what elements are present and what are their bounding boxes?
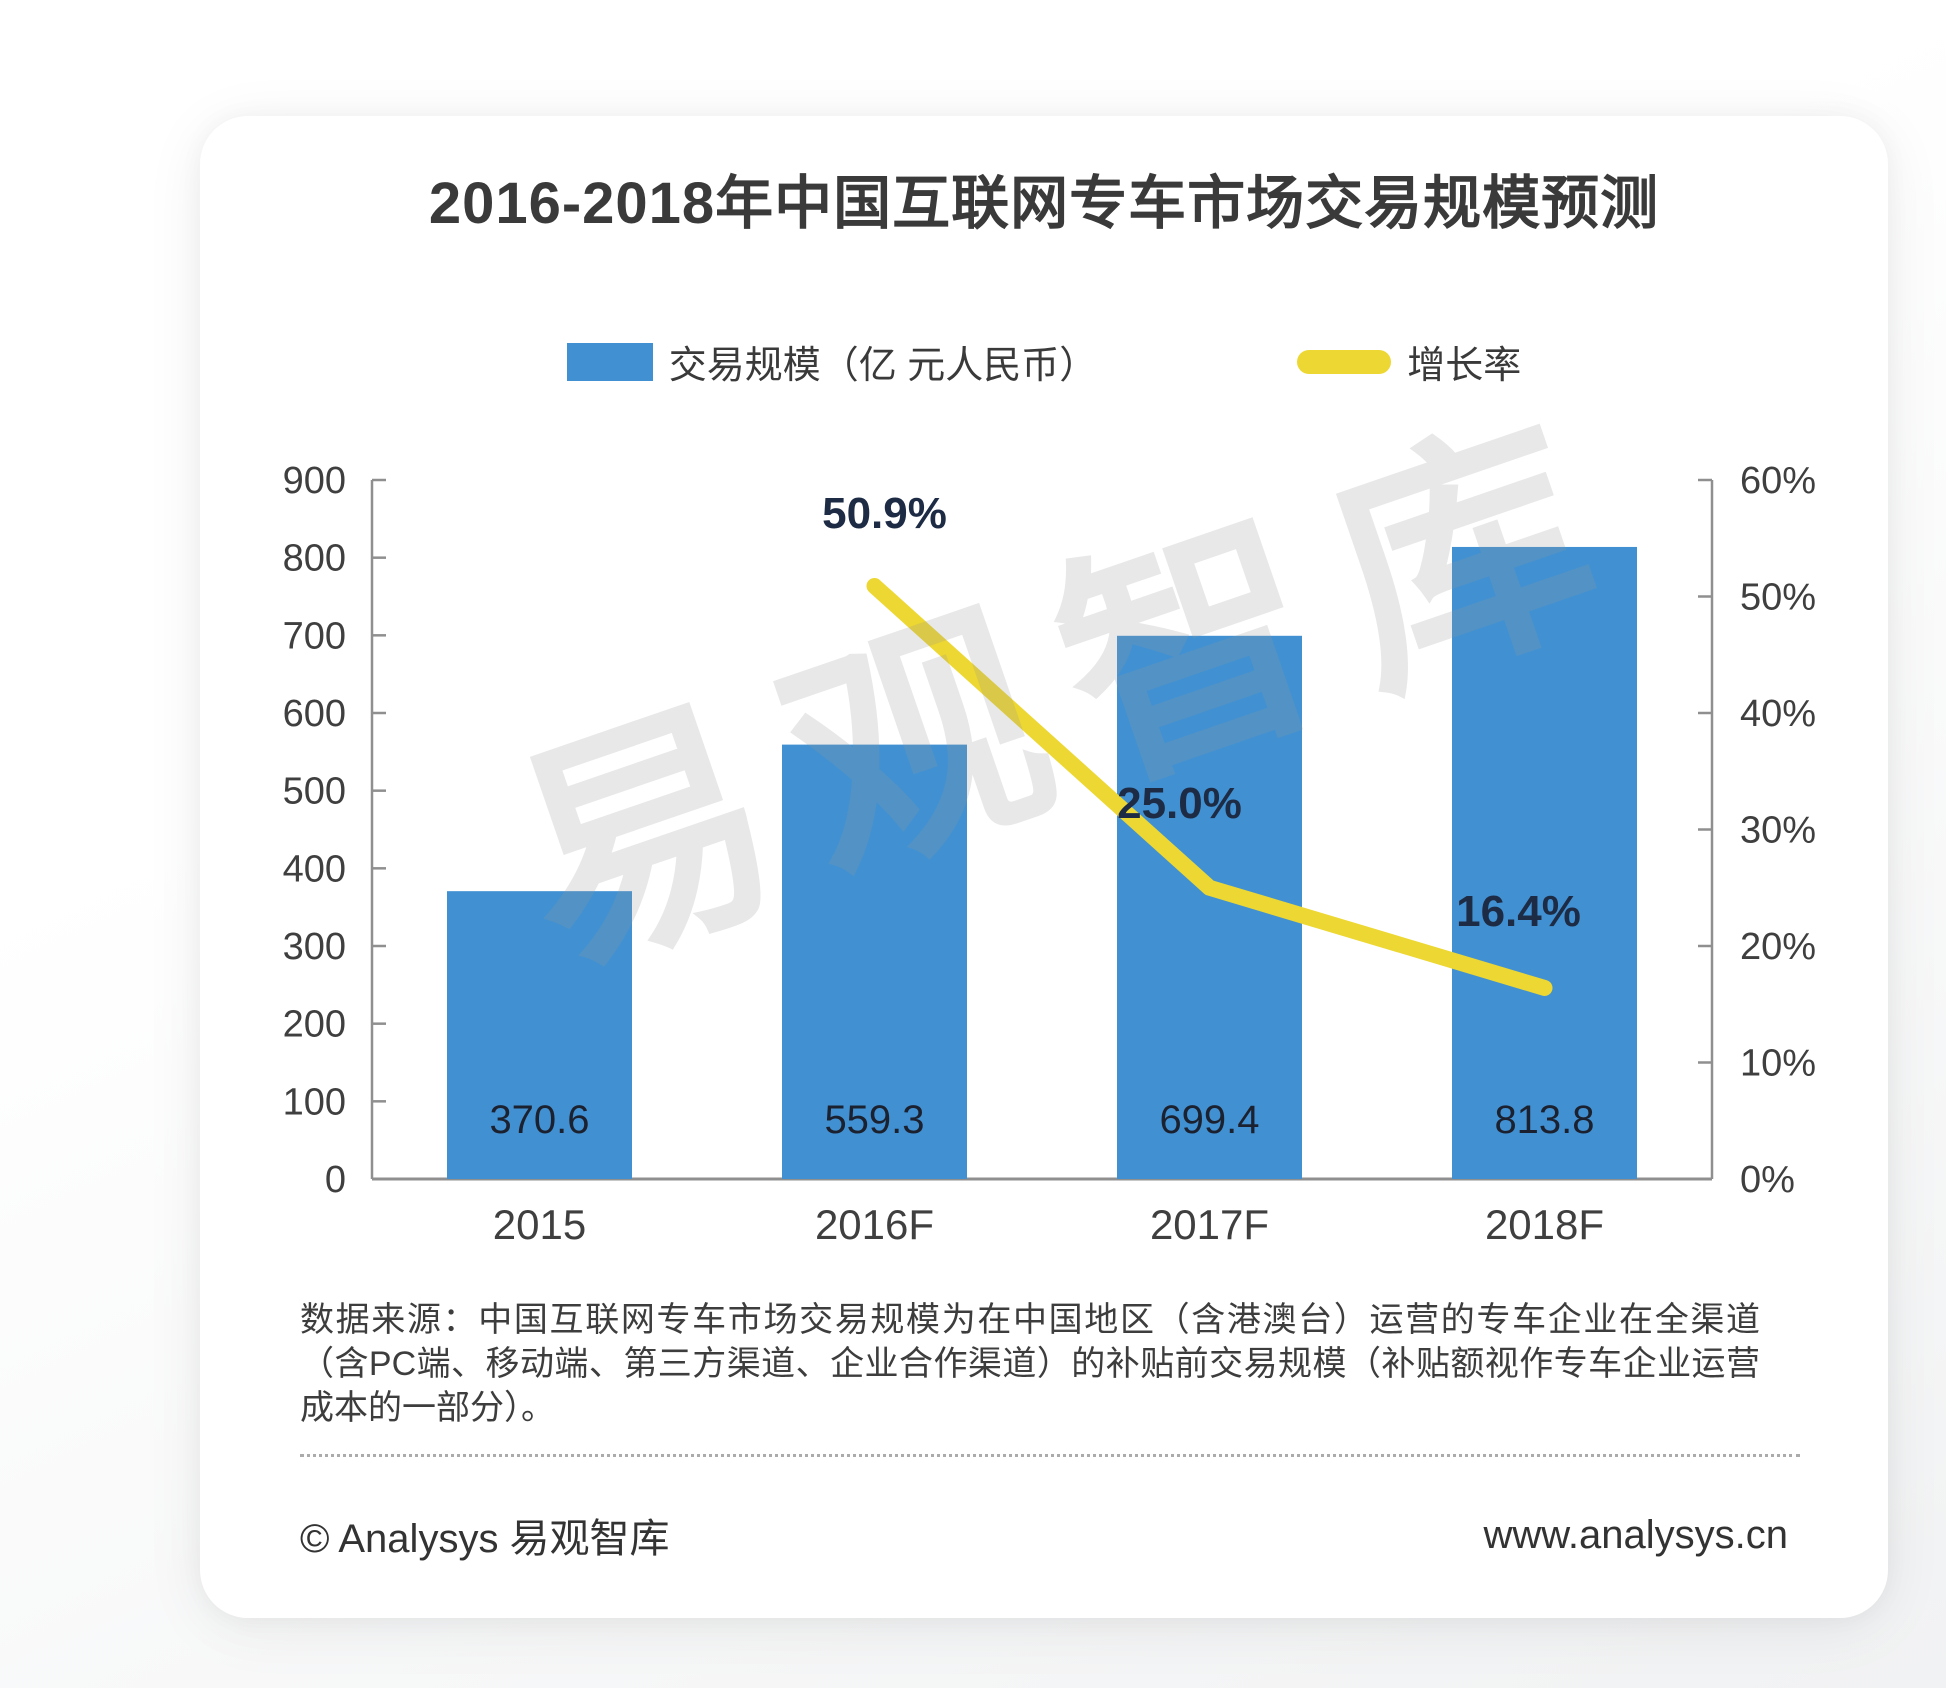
right-axis-tick-label: 50% bbox=[1740, 577, 1816, 619]
left-axis-tick-label: 600 bbox=[283, 693, 346, 735]
left-axis-tick-label: 800 bbox=[283, 538, 346, 580]
bar-2016F bbox=[782, 744, 967, 1179]
legend-label-bar: 交易规模（亿 元人民币） bbox=[668, 345, 1098, 387]
source-note: 数据来源：中国互联网专车市场交易规模为在中国地区（含港澳台）运营的专车企业在全渠… bbox=[300, 1301, 1760, 1427]
category-label: 2015 bbox=[493, 1201, 586, 1248]
legend-item-bar: 交易规模（亿 元人民币） bbox=[566, 334, 1098, 389]
category-label: 2018F bbox=[1485, 1201, 1604, 1248]
left-axis-tick-label: 700 bbox=[283, 615, 346, 657]
left-axis-tick-label: 300 bbox=[283, 926, 346, 968]
line-series-swatch-icon bbox=[1297, 349, 1392, 374]
left-axis-tick-label: 900 bbox=[283, 460, 346, 502]
dotted-divider bbox=[300, 1454, 1800, 1457]
legend: 交易规模（亿 元人民币） 增长率 bbox=[200, 334, 1888, 389]
right-axis-tick-label: 60% bbox=[1740, 460, 1816, 502]
footer: © Analysys 易观智库 www.analysys.cn bbox=[300, 1506, 1788, 1564]
line-value-label: 25.0% bbox=[1117, 779, 1242, 828]
left-axis-tick-label: 200 bbox=[283, 1004, 346, 1046]
bar-series-swatch-icon bbox=[566, 342, 653, 381]
left-axis-tick-label: 0 bbox=[325, 1159, 346, 1201]
left-axis-tick-label: 400 bbox=[283, 848, 346, 890]
growth-rate-line bbox=[866, 578, 1553, 996]
chart-card: 2016-2018年中国互联网专车市场交易规模预测 交易规模（亿 元人民币） 增… bbox=[200, 116, 1888, 1618]
bar-value-label: 559.3 bbox=[824, 1098, 924, 1142]
category-label: 2017F bbox=[1150, 1201, 1269, 1248]
category-label: 2016F bbox=[815, 1201, 934, 1248]
chart-title: 2016-2018年中国互联网专车市场交易规模预测 bbox=[428, 171, 1660, 236]
chart-canvas: 0 100 200 300 400 500 600 700 800 900 0% 10% 20% 30% 4… bbox=[283, 460, 1816, 1248]
legend-item-line: 增长率 bbox=[1297, 334, 1521, 389]
website-text: www.analysys.cn bbox=[1483, 1512, 1788, 1557]
right-axis-tick-label: 0% bbox=[1740, 1159, 1795, 1201]
line-value-label: 16.4% bbox=[1456, 887, 1581, 936]
right-axis-tick-label: 10% bbox=[1740, 1043, 1816, 1085]
bar-value-label: 370.6 bbox=[489, 1098, 589, 1142]
copyright-text: © Analysys 易观智库 bbox=[300, 1517, 670, 1561]
right-axis-tick-label: 30% bbox=[1740, 810, 1816, 852]
right-axis-tick-label: 20% bbox=[1740, 926, 1816, 968]
legend-label-line: 增长率 bbox=[1407, 345, 1522, 387]
bar-value-label: 813.8 bbox=[1494, 1098, 1594, 1142]
right-axis-tick-label: 40% bbox=[1740, 693, 1816, 735]
left-axis-tick-label: 500 bbox=[283, 771, 346, 813]
left-axis-tick-label: 100 bbox=[283, 1081, 346, 1123]
line-value-label: 50.9% bbox=[822, 489, 947, 538]
bar-value-label: 699.4 bbox=[1159, 1098, 1259, 1142]
bar-2015 bbox=[447, 891, 632, 1179]
bar-2018F bbox=[1452, 546, 1637, 1179]
